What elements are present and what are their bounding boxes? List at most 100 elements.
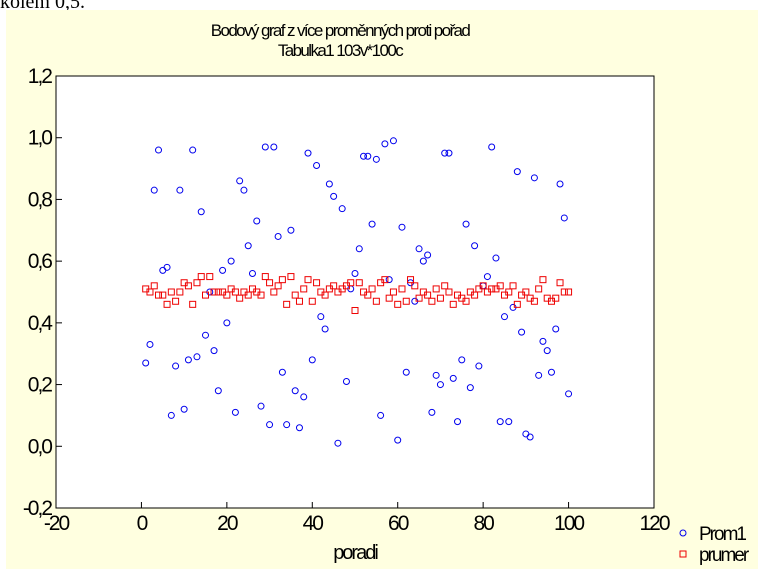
prumer-point (155, 291, 163, 299)
prumer-point (402, 297, 410, 305)
prumer-point (471, 291, 479, 299)
x-tick-label: 0 (137, 512, 148, 535)
prom1-point (142, 359, 150, 367)
prumer-point (411, 282, 419, 290)
prumer-point (398, 285, 406, 293)
prumer-point (462, 297, 470, 305)
prom1-point (240, 186, 248, 194)
prom1-point (317, 313, 325, 321)
prom1-point (432, 371, 440, 379)
prumer-point (432, 285, 440, 293)
prumer-point (172, 297, 180, 305)
prom1-point (270, 143, 278, 151)
prumer-point (522, 288, 530, 296)
prom1-point (278, 368, 286, 376)
prumer-point (159, 291, 167, 299)
prom1-point (436, 381, 444, 389)
prumer-point (355, 279, 363, 287)
prom1-point (330, 192, 338, 200)
prumer-point (368, 285, 376, 293)
chart-subtitle: Tabulka1 103v*100c (278, 41, 404, 60)
prom1-point (146, 340, 154, 348)
prumer-point (274, 282, 282, 290)
prumer-point (308, 297, 316, 305)
prom1-point (372, 155, 380, 163)
prom1-point (488, 143, 496, 151)
prumer-point (300, 285, 308, 293)
legend-label: Prom1 (699, 524, 746, 545)
prom1-point (385, 276, 393, 284)
y-tick-label: 0,0 (28, 435, 53, 458)
prumer-point (347, 279, 355, 287)
x-tick-label: -20 (44, 512, 70, 535)
prumer-point (193, 279, 201, 287)
prumer-point (479, 282, 487, 290)
series-layer (142, 137, 573, 447)
prom1-point (402, 368, 410, 376)
chart-panel: Bodový graf z více proměnných proti pořa… (6, 10, 758, 569)
prom1-point (202, 331, 209, 339)
prumer-point (206, 273, 214, 281)
prom1-point (325, 180, 333, 188)
prom1-point (334, 439, 342, 447)
page-top-text: kolem 0,5. (0, 0, 85, 13)
prom1-point (342, 377, 350, 385)
prumer-point (351, 307, 359, 315)
prom1-point (466, 384, 474, 392)
prumer-point (287, 273, 295, 281)
prom1-point (266, 421, 274, 429)
legend-prumer-marker (679, 550, 687, 558)
prom1-point (475, 362, 483, 370)
prom1-point (189, 146, 197, 154)
prumer-point (530, 297, 538, 305)
prom1-point (518, 328, 526, 336)
prom1-point (248, 269, 256, 277)
prumer-point (313, 279, 321, 287)
prom1-point (513, 168, 521, 176)
prumer-point (231, 288, 239, 296)
prom1-point (313, 161, 321, 169)
x-tick-label: 100 (554, 512, 584, 535)
prom1-point (419, 257, 427, 265)
prumer-point (394, 300, 402, 308)
prumer-point (364, 291, 372, 299)
prom1-point (415, 245, 423, 253)
prom1-point (214, 387, 222, 395)
prumer-point (283, 300, 291, 308)
prom1-point (184, 356, 192, 364)
prumer-point (197, 273, 205, 281)
prumer-point (189, 300, 197, 308)
prom1-point (458, 356, 466, 364)
prom1-point (424, 251, 432, 259)
prumer-point (236, 294, 244, 302)
prom1-point (530, 174, 538, 182)
prom1-point (231, 408, 239, 416)
prom1-point (462, 220, 470, 228)
prumer-point (321, 291, 329, 299)
x-tick-label: 60 (388, 512, 409, 535)
prumer-point (304, 276, 312, 284)
prom1-point (381, 140, 389, 148)
y-axis-ticks: -0,2 0,0 0,2 0,4 0,6 0,8 1,0 1,2 (23, 65, 62, 520)
prumer-point (509, 282, 517, 290)
prom1-point (560, 214, 568, 222)
prom1-point (368, 220, 376, 228)
prumer-point (261, 273, 269, 281)
prom1-point (295, 424, 303, 432)
prom1-point (338, 205, 346, 213)
prom1-point (526, 433, 534, 441)
chart-title: Bodový graf z více proměnných proti pořa… (211, 21, 471, 40)
prumer-point (184, 282, 192, 290)
prumer-point (415, 294, 423, 302)
prumer-point (407, 276, 415, 284)
prom1-point (274, 232, 282, 240)
prom1-point (496, 418, 504, 426)
y-tick-label: 0,2 (28, 374, 53, 397)
y-tick-label: -0,2 (23, 497, 53, 520)
x-tick-label: 80 (473, 512, 494, 535)
prom1-point (398, 223, 406, 231)
prom1-point (261, 143, 269, 151)
prom1-point (394, 436, 402, 444)
prumer-point (496, 282, 504, 290)
legend-prom1-marker (679, 529, 687, 537)
